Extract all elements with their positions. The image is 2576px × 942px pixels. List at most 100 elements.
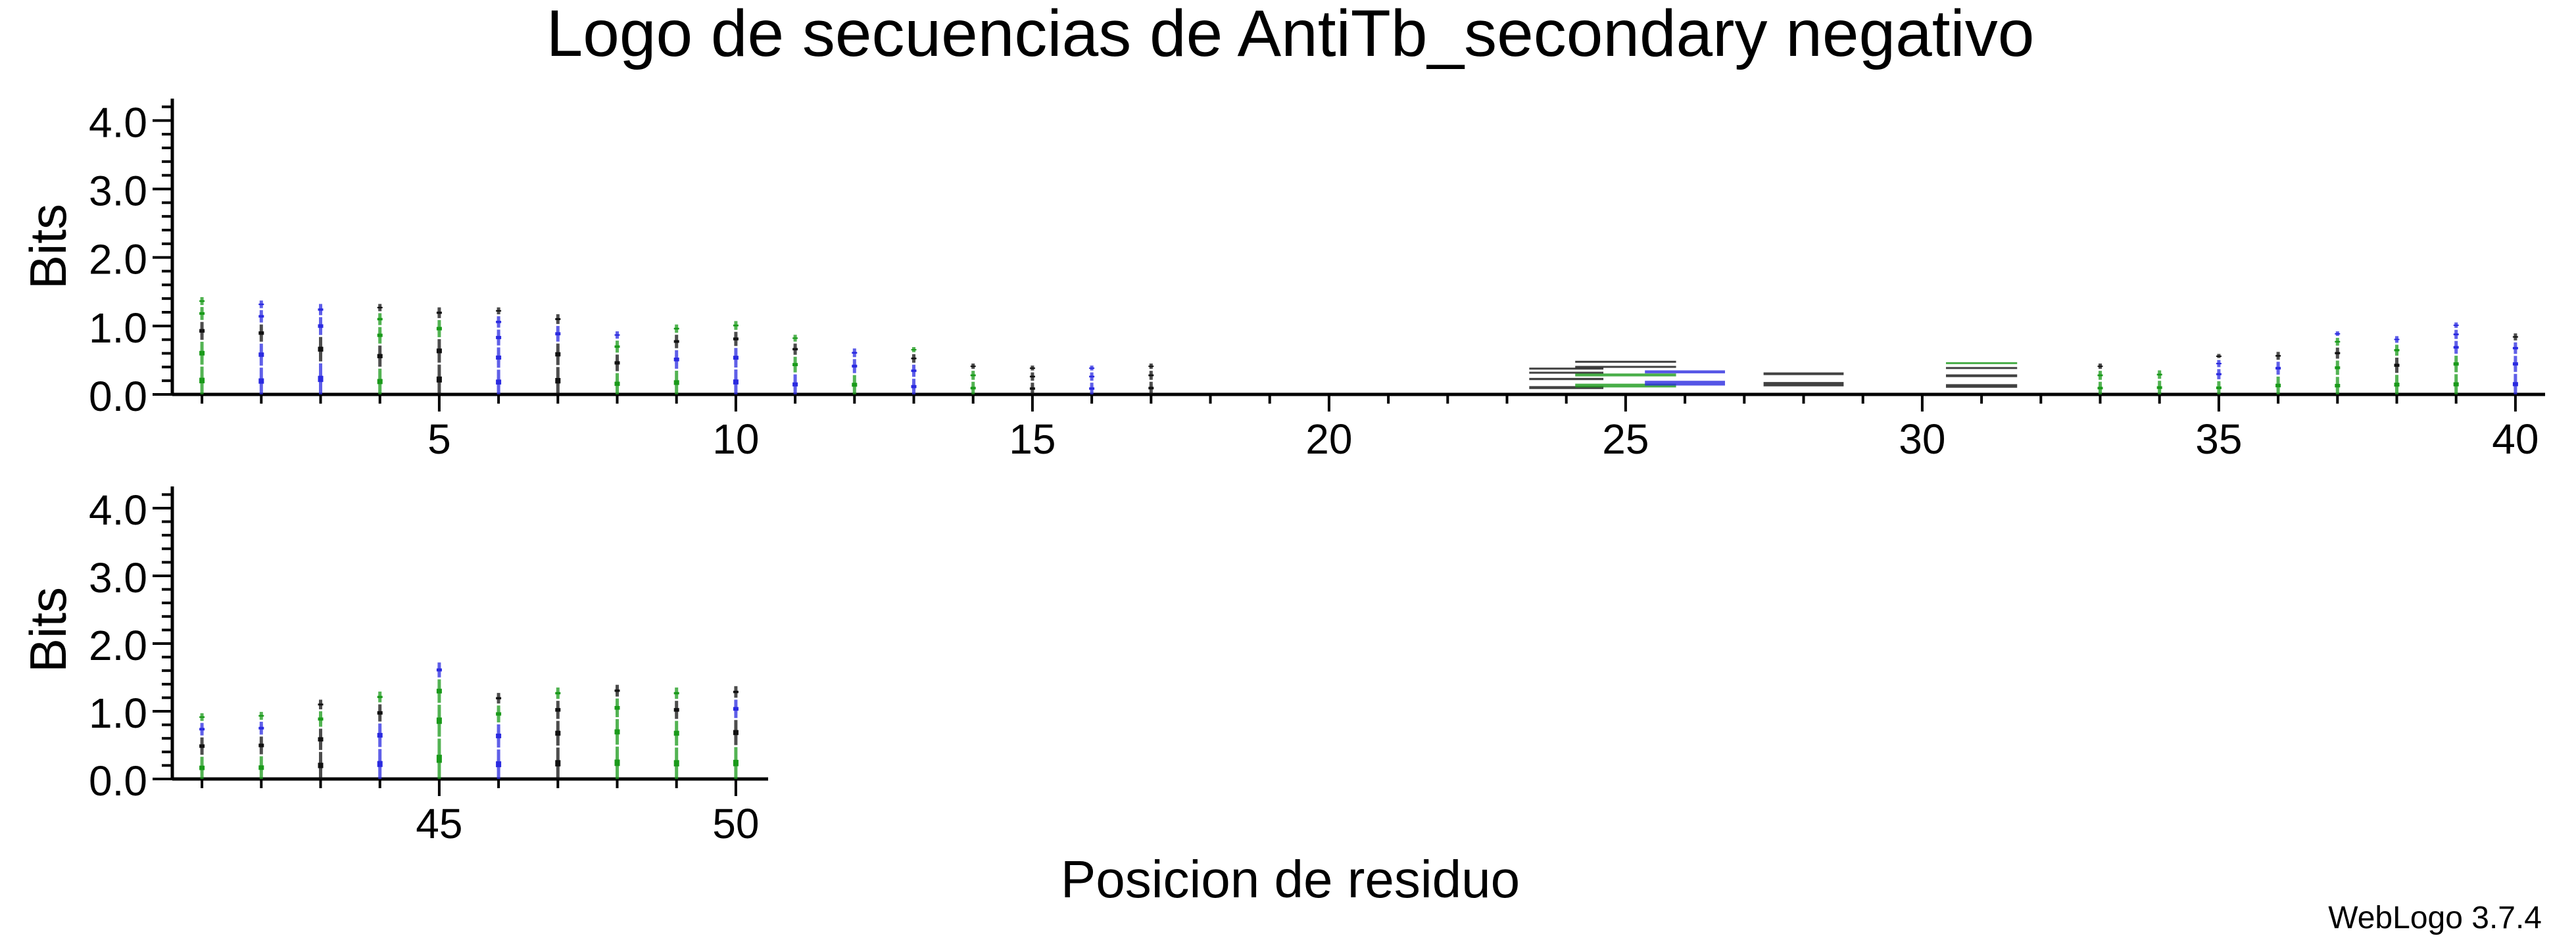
x-tick-label: 50 [712, 800, 759, 847]
logo-letter-mark [852, 352, 858, 354]
logo-letter-mark [258, 765, 264, 770]
y-axis-label-bottom: Bits [19, 587, 77, 672]
logo-stack-pos-1 [199, 296, 205, 394]
y-tick-label: 4.0 [89, 486, 147, 534]
logo-letter-mark [258, 715, 264, 717]
logo-letter [1529, 367, 1604, 370]
logo-letter-mark [2512, 346, 2518, 350]
logo-letter-mark [2097, 374, 2103, 377]
logo-letter [1763, 382, 1844, 387]
logo-stack-pos-39 [2453, 322, 2459, 394]
logo-letter-mark [436, 668, 442, 672]
logo-letter-mark [911, 369, 917, 372]
logo-stack-pos-33 [2097, 364, 2103, 394]
logo-letter-mark [377, 333, 383, 337]
logo-stack-pos-36 [2275, 352, 2281, 394]
logo-letter-mark [377, 318, 383, 321]
logo-letter-mark [614, 381, 620, 387]
logo-letter-mark [852, 383, 858, 387]
logo-letter-mark [318, 308, 324, 311]
logo-letter-mark [1089, 375, 1095, 378]
logo-letter-mark [911, 385, 917, 389]
logo-letter-mark [258, 331, 264, 335]
logo-letter-mark [2394, 339, 2400, 341]
logo-letter [1945, 374, 2018, 377]
y-tick-label: 2.0 [89, 236, 147, 283]
logo-letter [1945, 362, 2018, 364]
logo-letter-mark [2275, 367, 2281, 370]
logo-stack-pos-25 [1575, 360, 1676, 388]
logo-letter-mark [2156, 373, 2162, 376]
logo-letter-mark [2453, 362, 2459, 366]
logo-stack-pos-8 [614, 331, 620, 394]
logo-letter-mark [2453, 324, 2459, 326]
x-axis-label: Posicion de residuo [1061, 850, 1520, 908]
logo-stack-pos-16 [1089, 365, 1095, 394]
logo-letter-mark [852, 364, 858, 368]
logo-stack-pos-31 [1945, 362, 2018, 388]
logo-letter-mark [2216, 355, 2222, 357]
logo-letter-mark [436, 312, 442, 314]
logo-letter-mark [436, 755, 442, 763]
logo-letter-mark [496, 697, 502, 699]
logo-letter-mark [199, 300, 205, 302]
logo-letter-mark [377, 732, 383, 738]
logo-letter-mark [318, 703, 324, 706]
logo-letter-mark [496, 712, 502, 716]
logo-letter-mark [436, 327, 442, 331]
logo-stack-pos-15 [1029, 365, 1035, 394]
logo-letter-mark [2335, 383, 2341, 388]
logo-letter-mark [733, 730, 739, 736]
logo-letter-mark [496, 734, 502, 739]
logo-letter-mark [2512, 362, 2518, 366]
logo-letter-mark [614, 705, 620, 710]
logo-letter-mark [555, 692, 561, 695]
logo-stack-pos-2 [258, 300, 264, 394]
logo-letter-mark [673, 730, 679, 736]
logo-letter-mark [792, 337, 798, 339]
logo-panel-bottom: 0.0 1.0 2.0 3.0 4.0 45 50 [89, 486, 768, 847]
logo-letter-mark [496, 761, 502, 768]
logo-letter-mark [2216, 362, 2222, 365]
logo-letter-mark [436, 376, 442, 383]
logo-letter [1575, 365, 1676, 368]
logo-letter-mark [318, 346, 324, 352]
logo-stack-pos-14 [970, 364, 976, 394]
logo-letter-mark [1148, 365, 1154, 367]
logo-letter-mark [199, 716, 205, 718]
logo-letter-mark [377, 354, 383, 358]
y-tick-label: 3.0 [89, 168, 147, 215]
logo-stack-pos-37 [2335, 331, 2341, 394]
y-tick-label: 2.0 [89, 622, 147, 669]
x-tick-label: 40 [2492, 415, 2539, 463]
logo-letter-mark [199, 728, 205, 731]
logo-letter-mark [2097, 365, 2103, 367]
logo-letter-mark [2335, 352, 2341, 354]
logo-letter-mark [673, 692, 679, 695]
logo-letter-mark [377, 379, 383, 385]
logo-letter [1575, 360, 1676, 363]
y-tick-label: 4.0 [89, 99, 147, 146]
logo-letter-mark [377, 306, 383, 309]
logo-stack-pos-13 [911, 347, 917, 394]
logo-letter-mark [496, 336, 502, 339]
logo-stack-pos-49 [673, 687, 679, 779]
logo-letter-mark [673, 380, 679, 385]
logo-letter-mark [2335, 333, 2341, 335]
logo-letter-mark [1148, 374, 1154, 377]
logo-letter-mark [1148, 387, 1154, 390]
logo-letter-mark [377, 761, 383, 767]
logo-stack-pos-17 [1148, 364, 1154, 394]
logo-letter-mark [614, 729, 620, 735]
logo-letter [1945, 384, 2018, 388]
logo-letter-mark [2335, 341, 2341, 343]
logo-letter-mark [318, 717, 324, 721]
logo-stack-pos-46 [496, 693, 502, 779]
logo-letter-mark [2275, 383, 2281, 388]
logo-letter-mark [792, 382, 798, 387]
logo-letter-mark [2453, 382, 2459, 387]
logo-letter-mark [673, 760, 679, 766]
logo-stack-pos-41 [199, 713, 205, 779]
logo-letter-mark [614, 759, 620, 766]
logo-letter-mark [496, 310, 502, 312]
